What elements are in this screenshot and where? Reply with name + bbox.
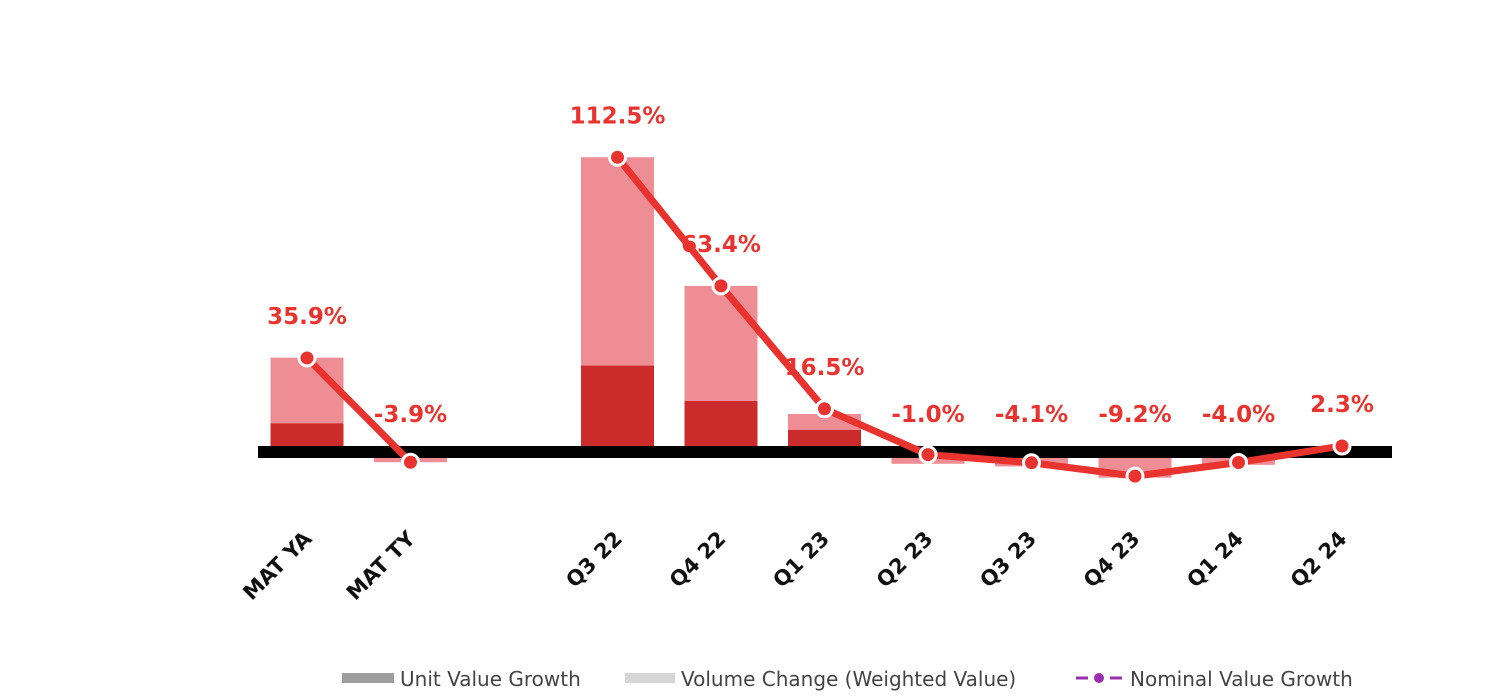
x-tick-label-q3-23: Q3 23	[975, 527, 1041, 593]
legend-label-volume-change: Volume Change (Weighted Value)	[681, 667, 1016, 691]
data-label-q1-23: 16.5%	[785, 355, 865, 381]
x-tick-label-q3-22: Q3 22	[561, 527, 627, 593]
volume-change-bar-mat-ya	[270, 357, 344, 424]
nominal-value-marker-q3-23	[1022, 453, 1041, 473]
data-label-q1-24: -4.0%	[1202, 402, 1275, 428]
nominal-value-marker-mat-ya	[297, 348, 317, 368]
nominal-value-marker-q4-22	[711, 276, 731, 296]
x-tick-label-mat-ya: MAT YA	[238, 526, 317, 605]
legend-marker-nominal	[1094, 673, 1104, 683]
data-label-q4-23: -9.2%	[1098, 402, 1171, 428]
nominal-value-marker-q4-23	[1125, 466, 1145, 486]
x-tick-label-q1-24: Q1 24	[1182, 527, 1248, 593]
x-tick-label-q4-23: Q4 23	[1079, 527, 1145, 593]
nominal-value-line-1	[303, 354, 414, 466]
nominal-value-marker-q2-24	[1332, 436, 1352, 456]
data-label-q3-22: 112.5%	[570, 103, 666, 129]
nominal-value-marker-q2-23	[918, 445, 938, 465]
x-tick-label-q2-23: Q2 23	[872, 527, 938, 593]
data-label-q2-23: -1.0%	[891, 402, 964, 428]
data-label-q4-22: 63.4%	[681, 232, 761, 258]
unit-value-bar-q4-22	[684, 400, 758, 452]
legend-label-unit-value: Unit Value Growth	[400, 667, 581, 691]
nominal-value-marker-q1-24	[1229, 452, 1248, 472]
x-tick-label-mat-ty: MAT TY	[342, 526, 421, 605]
unit-value-bar-q3-22	[581, 365, 654, 452]
nominal-value-marker-q1-23	[815, 399, 834, 419]
x-tick-label-q1-23: Q1 23	[768, 527, 834, 593]
legend: Unit Value Growth Volume Change (Weighted…	[342, 667, 1353, 691]
data-label-q3-23: -4.1%	[995, 402, 1068, 428]
nominal-value-marker-q3-22	[608, 147, 627, 167]
data-label-mat-ty: -3.9%	[374, 402, 447, 428]
nominal-value-line-2	[614, 153, 1346, 480]
legend-swatch-unit-value	[342, 673, 394, 683]
x-tick-label-q2-24: Q2 24	[1286, 527, 1352, 593]
data-label-q2-24: 2.3%	[1310, 392, 1374, 418]
legend-label-nominal-value: Nominal Value Growth	[1130, 667, 1353, 691]
nominal-value-marker-mat-ty	[401, 452, 420, 472]
legend-swatch-volume-change	[625, 673, 675, 683]
data-label-mat-ya: 35.9%	[267, 304, 347, 330]
volume-change-bar-q4-22	[684, 285, 758, 401]
x-tick-label-q4-22: Q4 22	[665, 527, 731, 593]
bars-layer	[270, 157, 1379, 478]
